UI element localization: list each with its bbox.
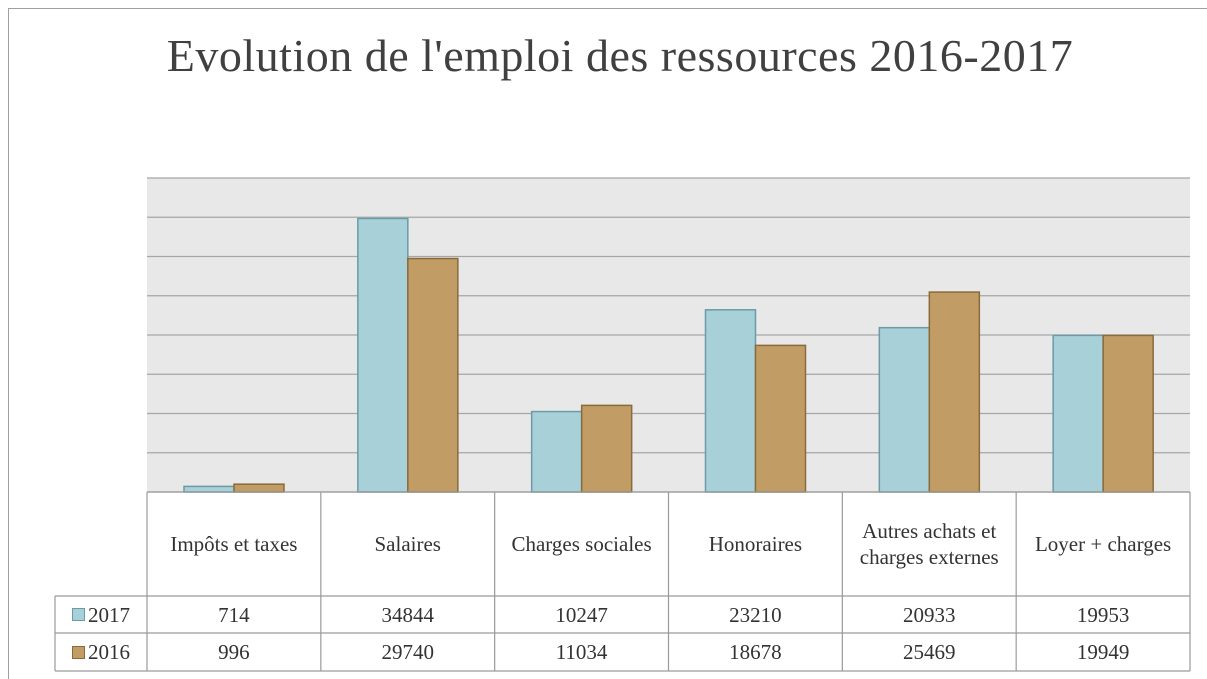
bar <box>530 410 583 493</box>
category-label: Charges sociales <box>511 532 652 556</box>
bar <box>704 309 757 493</box>
bar <box>1052 334 1104 493</box>
category-label: Loyer + charges <box>1034 532 1172 556</box>
table-value: 10247 <box>555 602 608 627</box>
legend-key <box>72 608 85 621</box>
legend-label: 2017 <box>88 602 130 627</box>
table-value: 11034 <box>555 640 608 664</box>
category-label: Autres achats et charges externes <box>859 519 999 569</box>
table-value: 18678 <box>729 640 782 664</box>
category-label: Impôts et taxes <box>170 532 298 556</box>
bar <box>928 291 981 493</box>
table-value: 19953 <box>1076 602 1130 627</box>
legend-label: 2016 <box>88 640 130 664</box>
bar <box>357 217 409 493</box>
bar <box>580 404 633 493</box>
category-label: Salaires <box>374 532 441 556</box>
category-label: Honoraires <box>708 532 803 556</box>
bar <box>878 326 931 493</box>
table-value: 20933 <box>902 602 956 627</box>
table-value: 29740 <box>381 640 434 664</box>
legend-entry: 2017 <box>55 596 147 633</box>
chart-title: Evolution de l'emploi des ressources 201… <box>166 30 1074 81</box>
table-value: 25469 <box>902 640 956 664</box>
legend-entry: 2016 <box>55 633 147 671</box>
bar <box>407 257 459 493</box>
bar <box>1102 334 1154 493</box>
table-value: 34844 <box>381 602 434 627</box>
table-value: 19949 <box>1076 640 1130 664</box>
table-value: 714 <box>218 602 250 627</box>
bar <box>754 344 807 493</box>
bar <box>233 483 285 493</box>
table-value: 23210 <box>729 602 782 627</box>
legend-key <box>72 645 85 659</box>
table-value: 996 <box>218 640 250 664</box>
